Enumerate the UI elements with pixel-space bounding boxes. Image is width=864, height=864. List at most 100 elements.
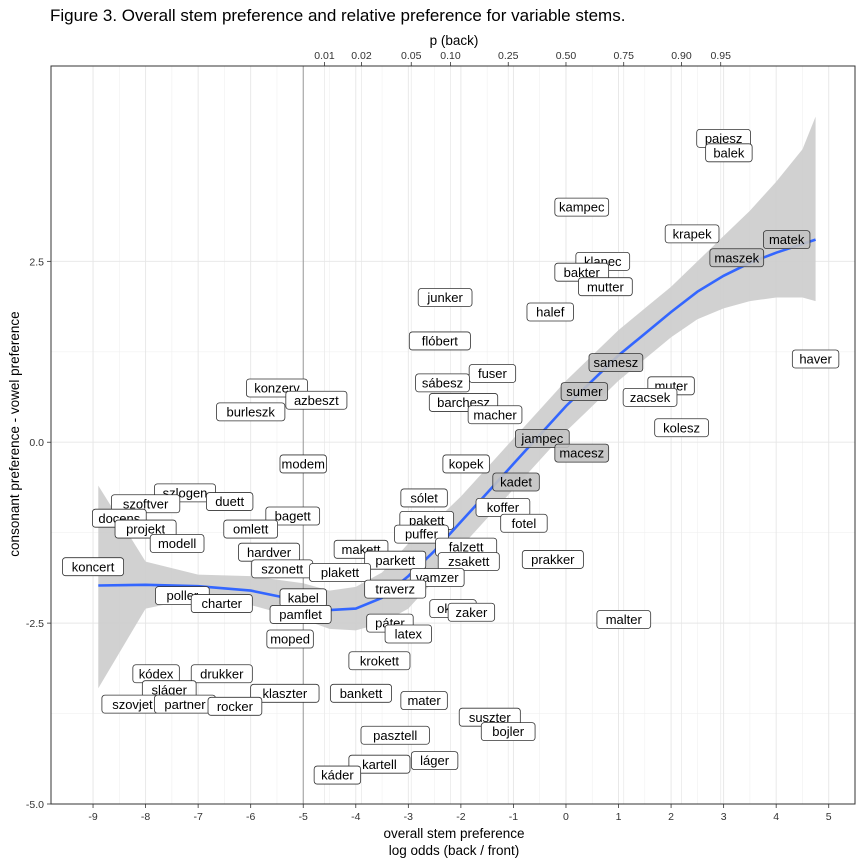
label-box — [447, 602, 496, 622]
label-text: kopek — [449, 457, 484, 472]
label-text: parkett — [375, 553, 415, 568]
label-box — [400, 488, 448, 508]
stem-label: burleszk — [216, 402, 286, 422]
x-tick-label: 5 — [826, 811, 832, 823]
y-tick-label: -2.5 — [26, 618, 44, 630]
label-box — [309, 563, 371, 582]
x-tick-label: 4 — [773, 811, 779, 823]
x-tick-label: -3 — [404, 811, 413, 823]
label-text: szovjet — [112, 697, 153, 712]
stem-label: azbeszt — [285, 390, 348, 410]
label-text: moped — [270, 632, 310, 647]
label-box — [492, 472, 540, 492]
label-text: koffer — [487, 500, 520, 515]
x-tick-label: -4 — [351, 811, 360, 823]
label-text: falzett — [449, 540, 484, 555]
stem-label: klaszter — [250, 683, 320, 703]
label-text: suszter — [469, 710, 512, 725]
stem-label: kódex — [132, 664, 180, 684]
label-box — [560, 382, 609, 401]
stem-label: halef — [526, 302, 574, 322]
label-text: samesz — [594, 355, 639, 370]
label-box — [515, 429, 570, 449]
label-box — [709, 248, 765, 268]
label-box — [622, 387, 678, 407]
label-box — [763, 230, 811, 250]
label-text: macher — [473, 407, 517, 422]
stem-label: zsakett — [437, 552, 500, 572]
label-box — [330, 683, 392, 703]
stem-label: malter — [596, 610, 652, 629]
label-box — [654, 418, 709, 438]
label-text: szoftver — [123, 496, 169, 511]
stem-label: puffer — [394, 524, 449, 544]
label-box — [554, 197, 610, 217]
label-text: balek — [713, 145, 745, 160]
label-box — [408, 331, 471, 351]
grid-lines — [51, 66, 855, 805]
stem-label: kadet — [492, 472, 540, 492]
label-text: bankett — [340, 686, 383, 701]
stem-label: sumer — [560, 382, 609, 401]
x-tick-label: -8 — [141, 811, 150, 823]
label-box — [360, 725, 430, 745]
label-text: puffer — [405, 527, 439, 542]
label-text: omlett — [233, 522, 269, 537]
label-box — [415, 373, 470, 393]
label-box — [467, 405, 523, 425]
stem-label: pamflet — [269, 605, 332, 624]
stem-label: partner — [154, 694, 216, 714]
stem-label: fuser — [468, 364, 517, 383]
x2-axis-title: p (back) — [430, 33, 479, 48]
label-box — [394, 524, 449, 544]
label-text: rocker — [217, 699, 254, 714]
label-text: traverz — [375, 582, 415, 597]
label-text: koncert — [72, 559, 115, 574]
stem-label: bagett — [265, 506, 321, 526]
stem-label: fotel — [500, 513, 548, 533]
label-box — [791, 349, 840, 369]
stem-label: mutter — [578, 277, 633, 297]
stem-label: projekt — [114, 519, 177, 539]
stem-label: sólet — [400, 488, 448, 508]
label-box — [400, 691, 448, 710]
stem-label: samesz — [588, 353, 644, 373]
label-box — [313, 765, 362, 785]
label-text: sábesz — [422, 376, 463, 391]
label-box — [437, 552, 500, 572]
label-box — [285, 390, 348, 410]
label-box — [265, 506, 321, 526]
stem-label: modem — [279, 454, 327, 474]
x2-tick-label: 0.95 — [710, 50, 731, 62]
label-text: flóbert — [422, 334, 459, 349]
label-text: zacsek — [630, 390, 671, 405]
label-text: mater — [407, 693, 441, 708]
stem-label: pajesz — [696, 128, 751, 148]
stem-label: kolesz — [654, 418, 709, 438]
label-text: vamzer — [416, 570, 459, 585]
label-text: zaker — [455, 605, 487, 620]
x-axis-title-line2: log odds (back / front) — [389, 843, 520, 858]
label-text: bakter — [564, 265, 601, 280]
label-text: latex — [395, 627, 423, 642]
label-box — [480, 722, 536, 742]
stem-label: pasztell — [360, 725, 430, 745]
label-text: modell — [158, 536, 196, 551]
stem-label: krokett — [348, 651, 411, 671]
stem-label: drukker — [190, 664, 253, 684]
x2-tick-label: 0.01 — [314, 50, 335, 62]
label-text: malter — [606, 612, 643, 627]
stem-label: modell — [149, 534, 205, 553]
stem-label: hardver — [238, 542, 301, 562]
label-box — [554, 443, 610, 463]
label-box — [417, 288, 473, 307]
label-box — [206, 492, 254, 511]
x-tick-label: -7 — [193, 811, 202, 823]
stem-label: szovjet — [101, 694, 164, 714]
y-axis-title: consonant preference - vowel preference — [7, 311, 22, 556]
panel-border — [50, 65, 856, 805]
x-tick-label: 3 — [721, 811, 727, 823]
stem-label: charter — [190, 594, 253, 613]
label-box — [190, 664, 253, 684]
label-box — [410, 751, 459, 770]
